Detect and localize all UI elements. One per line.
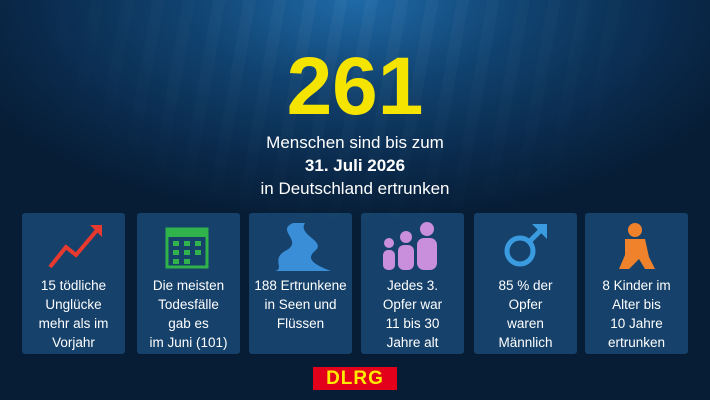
card-line: Opfer war — [382, 297, 443, 312]
card-line: Flüssen — [276, 316, 325, 331]
river-icon — [275, 223, 331, 271]
card-line: Vorjahr — [52, 335, 95, 350]
card-text: Jedes 3. Opfer war 11 bis 30 Jahre alt — [361, 276, 464, 352]
card-line: Die meisten — [152, 278, 225, 293]
card-line: in Seen und — [264, 297, 337, 312]
headline-line: in Deutschland ertrunken — [260, 179, 450, 198]
calendar-icon — [165, 227, 209, 269]
light-rays — [0, 0, 710, 260]
card-line: ertrunken — [607, 335, 666, 350]
card-text: Die meisten Todesfälle gab es im Juni (101) — [137, 276, 240, 352]
stat-card: Jedes 3. Opfer war 11 bis 30 Jahre alt — [361, 213, 464, 354]
card-line: gab es — [168, 316, 209, 331]
stat-card: 85 % der Opfer waren Männlich — [474, 213, 577, 354]
trend-icon — [48, 225, 102, 269]
child-icon — [619, 223, 655, 269]
card-line: Alter bis — [612, 297, 661, 312]
stat-card: 188 Ertrunkene in Seen und Flüssen — [249, 213, 352, 354]
card-text: 188 Ertrunkene in Seen und Flüssen — [249, 276, 352, 333]
card-line: Opfer — [508, 297, 543, 312]
headline-date: 31. Juli 2026 — [304, 156, 406, 175]
card-line: Männlich — [498, 335, 553, 350]
card-line: 15 tödliche — [40, 278, 107, 293]
card-text: 85 % der Opfer waren Männlich — [474, 276, 577, 352]
male-icon — [504, 224, 547, 267]
card-line: mehr als im — [38, 316, 109, 331]
stat-card: 15 tödliche Unglücke mehr als im Vorjahr — [22, 213, 125, 354]
card-line: 8 Kinder im — [602, 278, 671, 293]
card-line: Jahre alt — [386, 335, 439, 350]
headline-line: Menschen sind bis zum — [266, 133, 444, 152]
card-line: 85 % der — [498, 278, 553, 293]
card-line: 11 bis 30 — [385, 316, 440, 331]
card-text: 15 tödliche Unglücke mehr als im Vorjahr — [22, 276, 125, 352]
headline-number: 261 — [286, 41, 424, 132]
card-line: 10 Jahre — [610, 316, 663, 331]
people-icon — [383, 222, 437, 270]
card-line: Jedes 3. — [386, 278, 439, 293]
stat-card: Die meisten Todesfälle gab es im Juni (101) — [137, 213, 240, 354]
card-line: Unglücke — [45, 297, 102, 312]
card-text: 8 Kinder im Alter bis 10 Jahre ertrunken — [585, 276, 688, 352]
card-line: 188 Ertrunkene — [254, 278, 347, 293]
card-line: im Juni (101) — [149, 335, 228, 350]
logo: DLRG — [313, 367, 397, 390]
stat-card: 8 Kinder im Alter bis 10 Jahre ertrunken — [585, 213, 688, 354]
card-line: Todesfälle — [158, 297, 219, 312]
card-line: waren — [507, 316, 544, 331]
